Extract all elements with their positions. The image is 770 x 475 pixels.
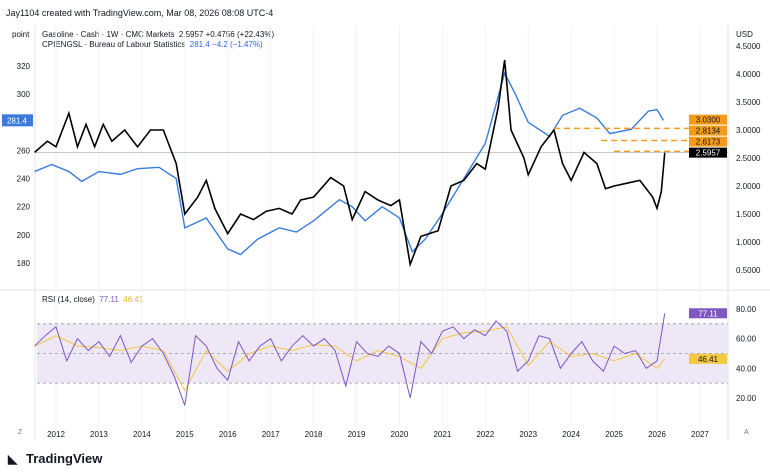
x-tick-label: 2017 (262, 430, 280, 439)
x-tick-label: 2023 (519, 430, 537, 439)
right-tick-label: 3.0000 (736, 126, 761, 135)
level-badge (689, 114, 727, 125)
rsi-ma-value: 46.41 (123, 295, 144, 304)
right-tick-label: 4.0000 (736, 70, 761, 79)
right-tick-label: 1.0000 (736, 238, 761, 247)
x-tick-label: 2025 (605, 430, 623, 439)
x-tick-label: 2016 (219, 430, 237, 439)
brand-text: TradingView (26, 451, 103, 466)
x-tick-label: 2018 (305, 430, 323, 439)
left-tick-label: 200 (17, 231, 31, 240)
right-unit-label: USD (736, 30, 753, 39)
x-tick-label: 2024 (562, 430, 580, 439)
rsi-tick-label: 60.00 (736, 335, 757, 344)
cpi-line (34, 71, 665, 256)
tradingview-logo: ◣ TradingView (8, 451, 102, 466)
left-tick-label: 180 (17, 259, 31, 268)
tradingview-logo-icon: ◣ (8, 452, 18, 466)
rsi-value-badge-label: 77.11 (698, 309, 718, 318)
left-tick-label: 260 (17, 146, 31, 155)
rsi-tick-label: 20.00 (736, 394, 757, 403)
level-badge-label: 3.0300 (696, 116, 721, 125)
x-tick-label: 2021 (433, 430, 451, 439)
legend-gasoline-label: Gasoline · Cash · 1W · CMC Markets (42, 30, 175, 39)
x-tick-label: 2013 (90, 430, 108, 439)
cpi-last-badge (2, 114, 33, 127)
right-tick-label: 2.5000 (736, 154, 761, 163)
left-tick-label: 220 (17, 203, 31, 212)
left-tick-label: 300 (17, 90, 31, 99)
right-tick-label: 4.5000 (736, 42, 761, 51)
rsi-ma-badge (689, 353, 727, 364)
right-tick-label: 2.0000 (736, 182, 761, 191)
cpi-last-label: 281.4 (7, 116, 28, 125)
right-tick-label: 0.5000 (736, 266, 761, 275)
legend-gasoline-values: 2.5957 +0.4756 (+22.43%) (178, 30, 275, 39)
level-badge (689, 136, 727, 147)
legend-gasoline[interactable]: Gasoline · Cash · 1W · CMC Markets 2.595… (42, 30, 274, 39)
x-tick-label: 2020 (391, 430, 409, 439)
credit-text: Jay1104 created with TradingView.com, Ma… (6, 8, 274, 18)
rsi-line (34, 313, 666, 406)
rsi-tick-label: 80.00 (736, 305, 757, 314)
legend-cpi-label: CPIENGSL · Bureau of Labour Statistics (42, 40, 186, 49)
legend-rsi[interactable]: RSI (14, close) 77.11 46.41 (42, 295, 143, 304)
x-tick-label: 2022 (476, 430, 494, 439)
rsi-label: RSI (14, close) (42, 295, 95, 304)
x-tick-label: 2012 (47, 430, 65, 439)
z-button[interactable]: Z (18, 429, 23, 436)
level-badge-label: 2.8134 (696, 127, 721, 136)
x-tick-label: 2019 (348, 430, 366, 439)
legend-cpi-values: 281.4 −4.2 (−1.47%) (189, 40, 263, 49)
left-tick-label: 240 (17, 175, 31, 184)
auto-scale-button[interactable]: A (744, 429, 749, 436)
legend-cpi[interactable]: CPIENGSL · Bureau of Labour Statistics 2… (42, 40, 263, 49)
x-tick-label: 2026 (648, 430, 666, 439)
left-tick-label: 320 (17, 62, 31, 71)
x-tick-label: 2027 (691, 430, 709, 439)
last-price-badge (689, 147, 727, 158)
right-tick-label: 3.5000 (736, 98, 761, 107)
right-tick-label: 1.5000 (736, 210, 761, 219)
x-tick-label: 2015 (176, 430, 194, 439)
rsi-tick-label: 40.00 (736, 364, 757, 373)
x-tick-label: 2014 (133, 430, 151, 439)
level-badge-label: 2.6173 (696, 138, 721, 147)
rsi-value-badge (689, 308, 727, 319)
last-price-badge-label: 2.5957 (696, 149, 721, 158)
level-badge (689, 125, 727, 136)
left-unit-label: point (12, 30, 30, 39)
rsi-ma-badge-label: 46.41 (698, 355, 719, 364)
rsi-value: 77.11 (99, 295, 119, 304)
gasoline-line (34, 59, 666, 268)
